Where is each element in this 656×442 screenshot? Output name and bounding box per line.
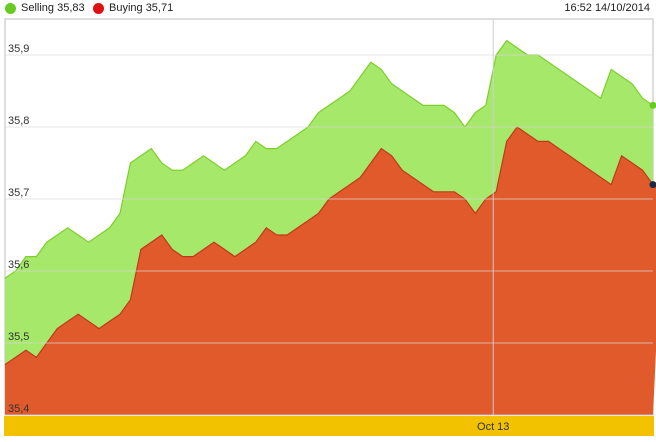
y-tick-label: 35,9 — [8, 43, 29, 55]
y-tick-label: 35,8 — [8, 115, 29, 127]
selling-label: Selling 35,83 — [21, 2, 85, 14]
buying-dot-icon — [93, 2, 104, 14]
y-tick-label: 35,6 — [8, 259, 29, 271]
legend-buying[interactable]: Buying 35,71 — [93, 2, 173, 14]
selling-line — [4, 39, 654, 279]
selling-dot-icon — [5, 2, 16, 14]
legend-bar: Selling 35,83 Buying 35,71 16:52 14/10/2… — [0, 0, 656, 18]
buying-line — [4, 126, 656, 366]
x-tick-label: Oct 13 — [477, 421, 509, 433]
legend-selling[interactable]: Selling 35,83 — [5, 2, 85, 14]
price-chart[interactable]: 35,9 35,8 35,7 35,6 35,5 35,4 Oct 13 — [0, 17, 656, 442]
buying-label: Buying 35,71 — [109, 2, 174, 14]
y-tick-label: 35,5 — [8, 331, 29, 343]
x-axis-band — [4, 416, 654, 436]
buying-end-point — [649, 181, 656, 189]
timestamp: 16:52 14/10/2014 — [564, 2, 650, 14]
selling-end-point — [649, 101, 656, 109]
y-tick-label: 35,7 — [8, 187, 29, 199]
y-tick-label: 35,4 — [8, 403, 29, 415]
